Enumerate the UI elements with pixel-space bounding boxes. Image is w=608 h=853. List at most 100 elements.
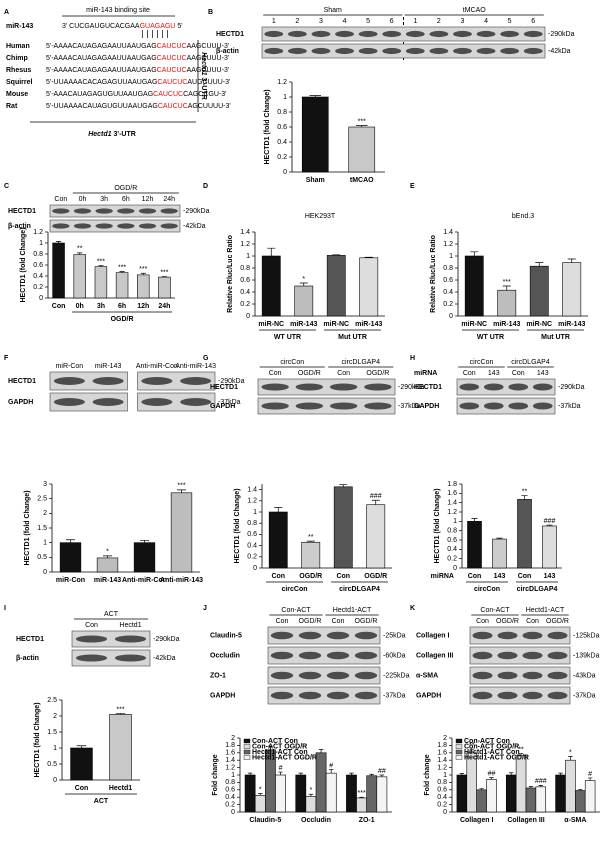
blot-band bbox=[547, 651, 568, 660]
significance-label: *** bbox=[358, 790, 366, 797]
y-tick-label: 1.5 bbox=[37, 525, 47, 532]
lane-label: Con bbox=[54, 196, 67, 203]
y-tick-label: 1.2 bbox=[447, 509, 457, 516]
y-tick-label: 0 bbox=[39, 295, 43, 302]
lane-label: 5 bbox=[366, 18, 370, 25]
bar bbox=[348, 126, 376, 173]
blot-box bbox=[469, 646, 571, 665]
blot-box bbox=[257, 378, 396, 396]
blot-band bbox=[138, 223, 157, 229]
row-label: Collagen III bbox=[416, 652, 453, 659]
legend-swatch bbox=[243, 738, 251, 744]
blot-band bbox=[497, 631, 518, 640]
row-size: -290kDa bbox=[398, 384, 425, 391]
row-label: HECTD1 bbox=[8, 208, 36, 215]
sequence-part: CAUCUC bbox=[153, 91, 183, 98]
group-label: OGD/R bbox=[114, 185, 137, 192]
x-tick-label: miR-Con bbox=[56, 577, 85, 584]
lane-label: 143 bbox=[488, 370, 500, 377]
bar bbox=[294, 285, 314, 317]
bar bbox=[542, 525, 557, 569]
group-label: circDLGAP4 bbox=[517, 586, 558, 593]
blot-band bbox=[92, 398, 124, 406]
sequence-part: CAGCCGU-3' bbox=[183, 91, 226, 98]
y-tick-label: 0.4 bbox=[437, 794, 447, 801]
bar bbox=[456, 774, 468, 813]
blot-band bbox=[547, 631, 568, 640]
blot-box bbox=[456, 397, 556, 415]
legend-label: Con-ACT Con bbox=[464, 738, 510, 745]
error-bar bbox=[55, 241, 62, 243]
y-tick-label: 0.8 bbox=[443, 265, 453, 272]
bar bbox=[254, 795, 266, 813]
lane-label: OGD/R bbox=[366, 370, 389, 377]
blot-band bbox=[335, 47, 354, 55]
significance-label: ** bbox=[522, 489, 528, 496]
row-size: -25kDa bbox=[383, 632, 406, 639]
x-axis-label: ACT bbox=[94, 798, 109, 805]
sequence-part: CAUCUC bbox=[157, 43, 187, 50]
blot-box bbox=[469, 686, 571, 705]
blot-box bbox=[257, 397, 396, 415]
y-tick-label: 0 bbox=[443, 809, 447, 816]
y-axis-label: Relative Rluc/Luc Ratio bbox=[430, 235, 437, 313]
blot-band bbox=[500, 30, 520, 38]
side-label: Hectd1 3'-UTR bbox=[200, 52, 207, 100]
lane-label: 0h bbox=[79, 196, 87, 203]
group-label: WT UTR bbox=[274, 334, 301, 341]
x-tick-label: α-SMA bbox=[564, 817, 586, 824]
lane-label: Con bbox=[269, 370, 282, 377]
x-tick-label: Collagen III bbox=[507, 817, 544, 824]
error-bar bbox=[489, 777, 494, 780]
y-tick-label: 2 bbox=[53, 713, 57, 720]
bar bbox=[305, 796, 317, 813]
error-bar bbox=[369, 773, 374, 776]
row-label: GAPDH bbox=[8, 399, 33, 406]
group-label: circDLGAP4 bbox=[339, 586, 380, 593]
blot-band bbox=[270, 651, 294, 660]
x-tick-label: Hectd1 bbox=[109, 785, 132, 792]
blot-band bbox=[329, 383, 358, 391]
y-tick-label: 1 bbox=[53, 745, 57, 752]
blot-box bbox=[469, 666, 571, 685]
y-axis-label: Fold change bbox=[212, 754, 219, 795]
bar bbox=[505, 774, 517, 813]
y-tick-label: 1 bbox=[231, 772, 235, 779]
error-bar bbox=[379, 774, 385, 777]
blot-band bbox=[354, 651, 378, 660]
y-tick-label: 0.6 bbox=[447, 537, 457, 544]
error-bar bbox=[76, 745, 87, 748]
blot-band bbox=[358, 30, 378, 38]
y-tick-label: 0.4 bbox=[443, 289, 453, 296]
blot-band bbox=[298, 631, 322, 640]
blot-box bbox=[71, 630, 151, 648]
blot-band bbox=[405, 30, 425, 38]
panel-letter: I bbox=[4, 605, 6, 612]
bar bbox=[565, 759, 576, 813]
x-row-label: miRNA bbox=[431, 573, 454, 580]
row-size: -43kDa bbox=[573, 672, 596, 679]
x-tick-label: Claudin-5 bbox=[249, 817, 281, 824]
blot-band bbox=[508, 383, 529, 391]
bar bbox=[315, 752, 327, 813]
error-bar bbox=[176, 489, 187, 493]
blot-band bbox=[459, 402, 480, 410]
y-tick-label: 1.8 bbox=[437, 742, 447, 749]
error-bar bbox=[568, 756, 573, 761]
significance-label: ### bbox=[535, 778, 547, 785]
significance-label: *** bbox=[177, 483, 185, 490]
blot-band bbox=[472, 671, 493, 680]
panel-letter: G bbox=[203, 355, 209, 362]
y-tick-label: 0.4 bbox=[447, 546, 457, 553]
blot-band bbox=[160, 223, 178, 229]
bar bbox=[346, 774, 357, 813]
utr-sequence: 5'-UUAAAACAUAGUGUUAAUGAGCAUCUCAGCUUUU-3' bbox=[46, 103, 231, 110]
error-bar bbox=[459, 773, 465, 775]
y-tick-label: 0.5 bbox=[47, 761, 57, 768]
blot-band bbox=[335, 30, 354, 38]
y-tick-label: 1.2 bbox=[33, 229, 43, 236]
y-tick-label: 1.2 bbox=[277, 79, 287, 86]
row-label: HECTD1 bbox=[216, 31, 244, 38]
blot-band bbox=[141, 398, 173, 406]
blot-band bbox=[73, 208, 92, 214]
